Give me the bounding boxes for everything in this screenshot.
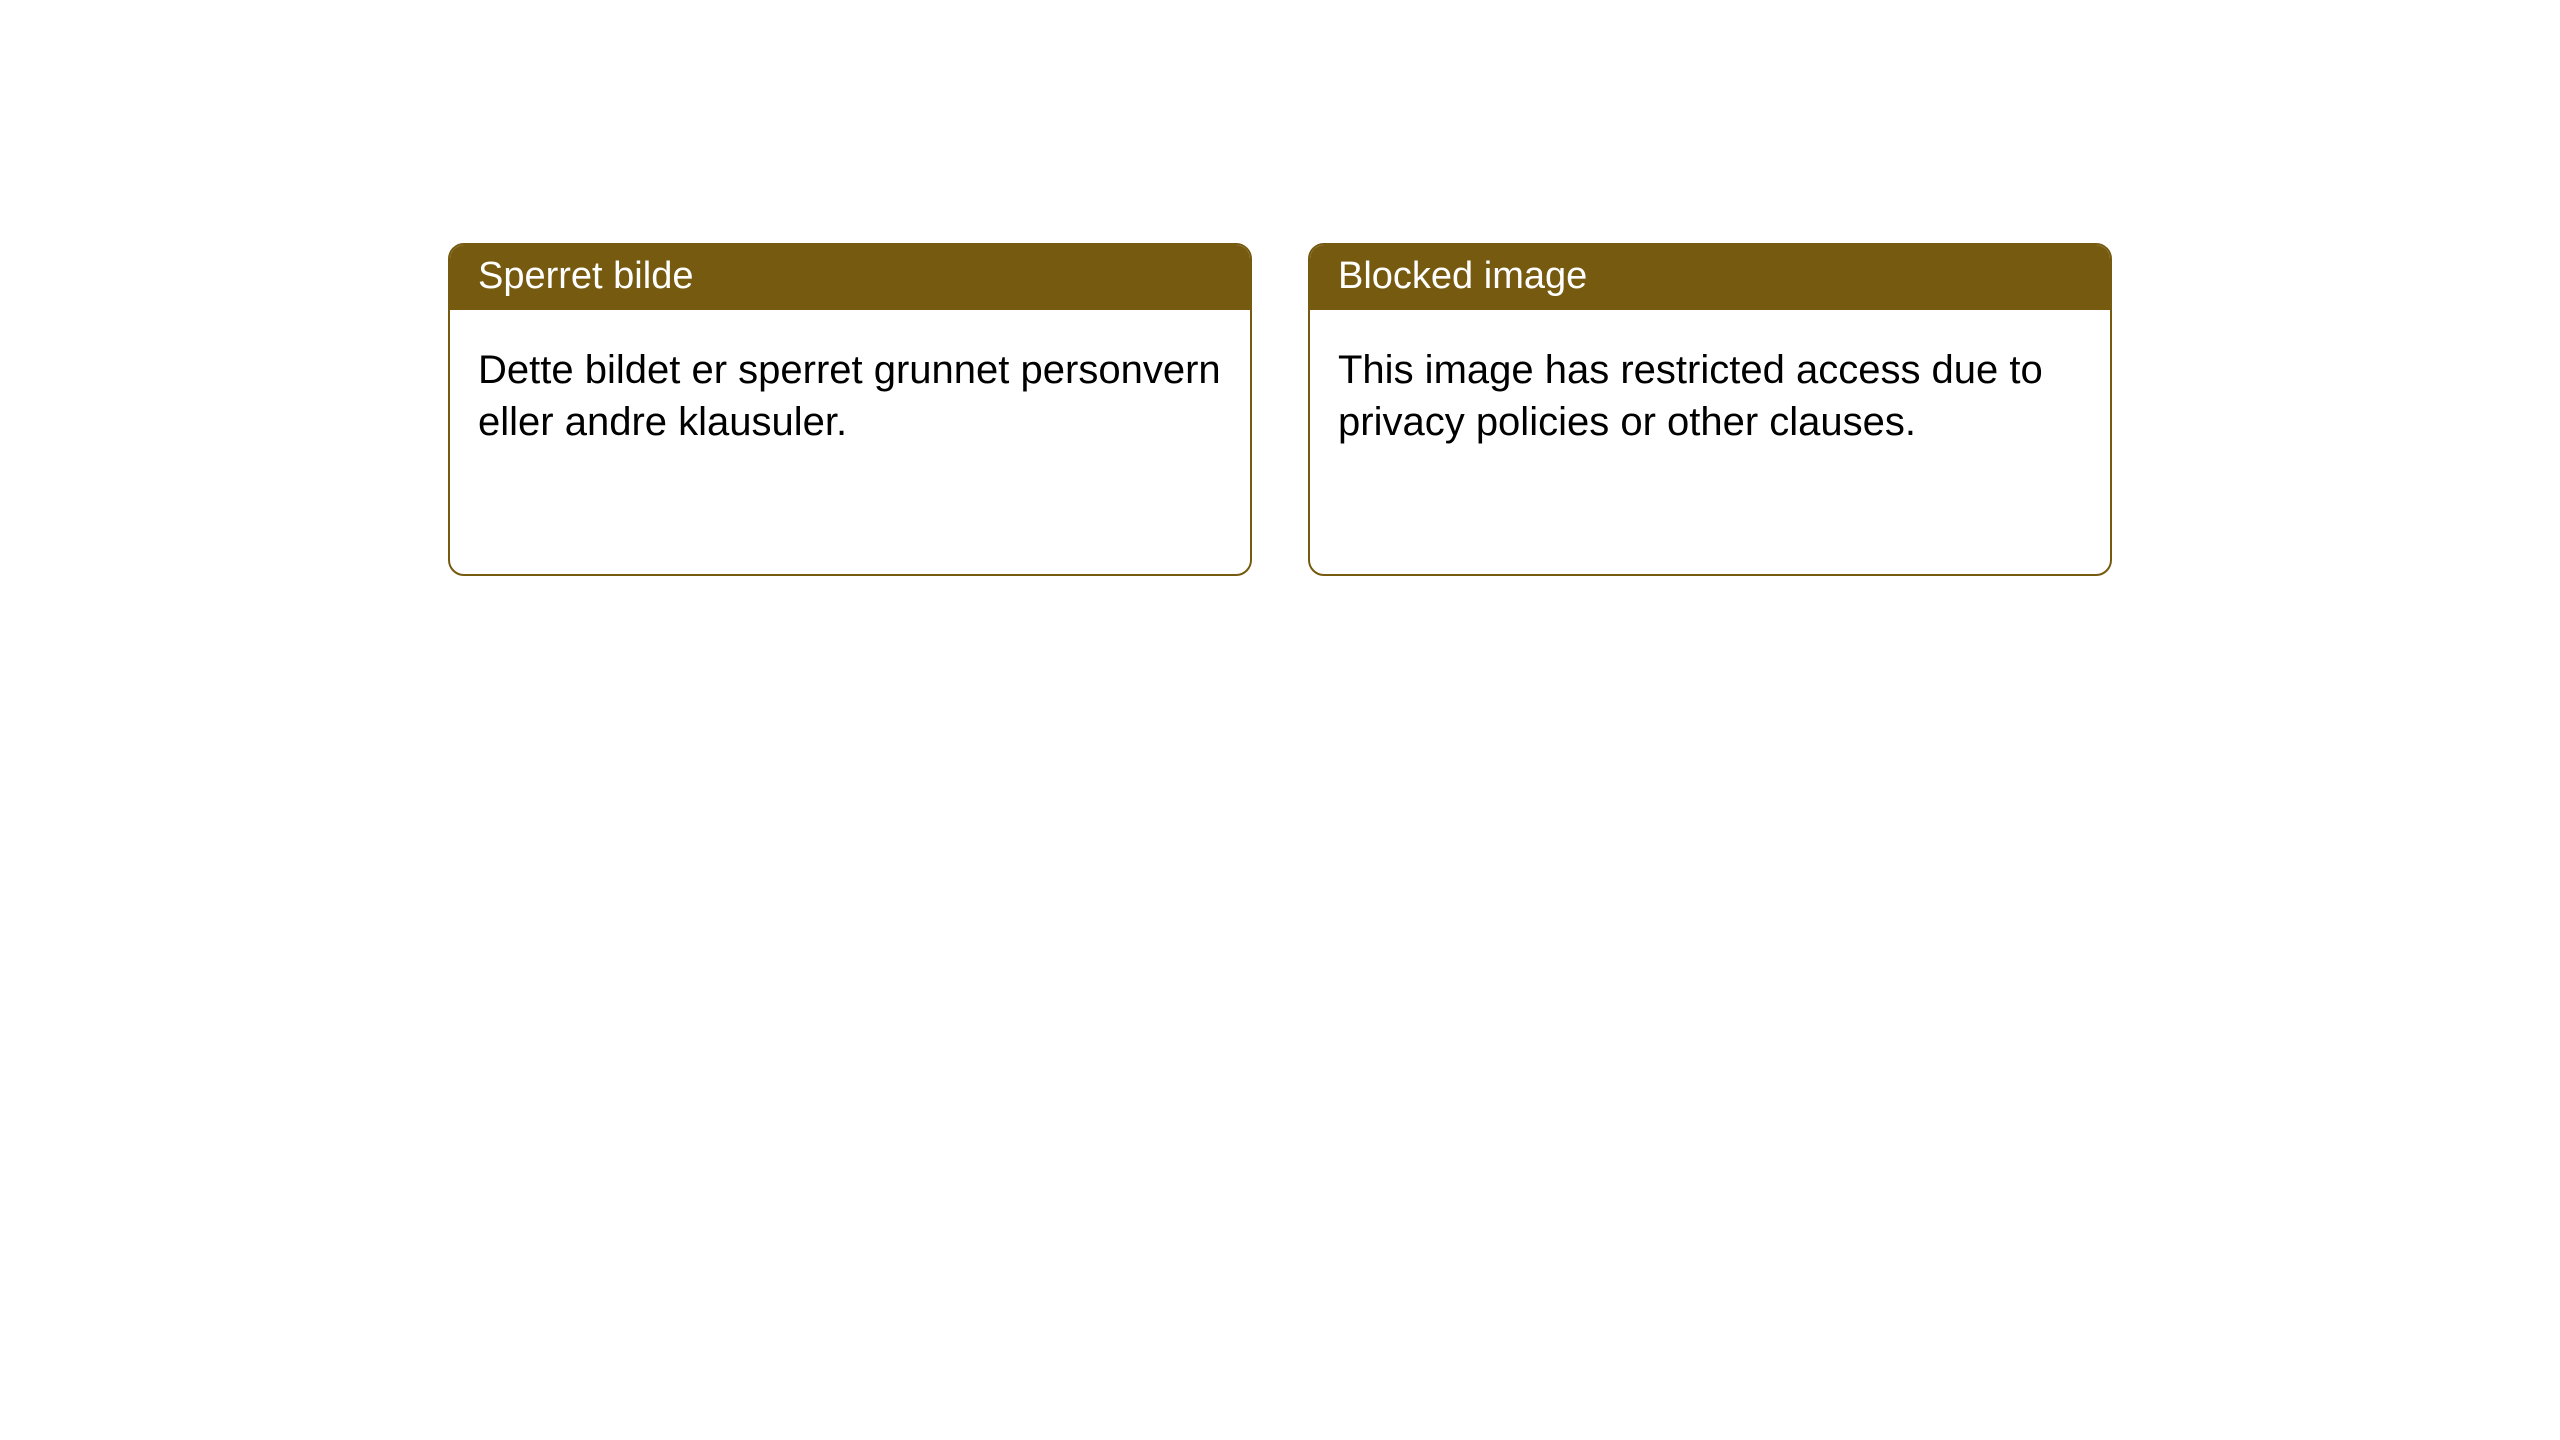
notice-card-english: Blocked image This image has restricted …	[1308, 243, 2112, 576]
notice-cards-container: Sperret bilde Dette bildet er sperret gr…	[448, 243, 2112, 576]
card-title: Sperret bilde	[478, 255, 693, 297]
card-header: Sperret bilde	[450, 245, 1250, 310]
card-body-text: This image has restricted access due to …	[1338, 348, 2043, 444]
card-header: Blocked image	[1310, 245, 2110, 310]
notice-card-norwegian: Sperret bilde Dette bildet er sperret gr…	[448, 243, 1252, 576]
card-body: This image has restricted access due to …	[1310, 310, 2110, 482]
card-body-text: Dette bildet er sperret grunnet personve…	[478, 348, 1221, 444]
card-body: Dette bildet er sperret grunnet personve…	[450, 310, 1250, 482]
card-title: Blocked image	[1338, 255, 1587, 297]
